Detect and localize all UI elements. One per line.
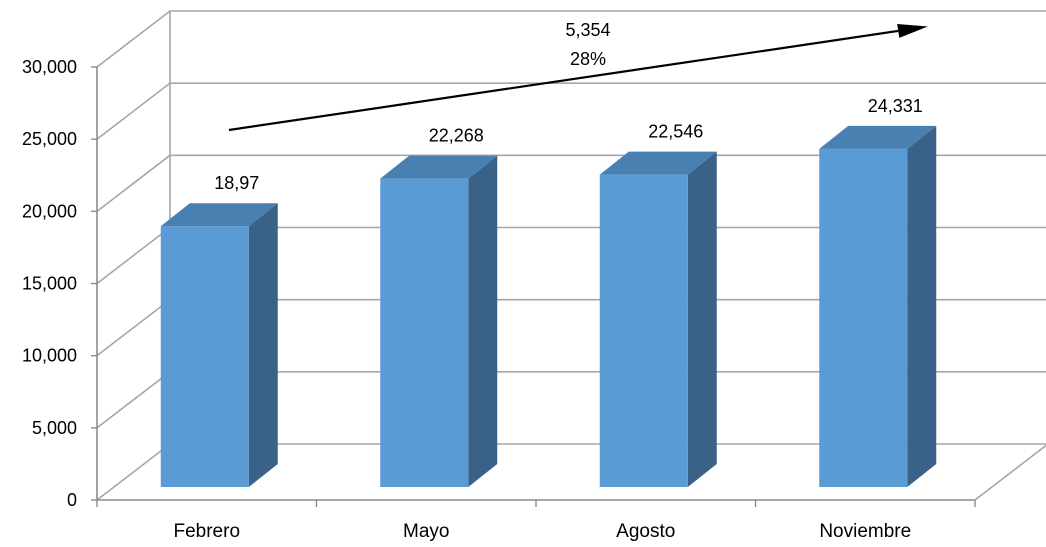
bar xyxy=(599,174,688,487)
trend-arrowhead xyxy=(897,24,928,38)
y-tick-label: 15,000 xyxy=(22,274,77,294)
bar-top xyxy=(599,151,717,175)
y-tick-label: 0 xyxy=(67,490,77,510)
data-label: 22,546 xyxy=(648,122,703,142)
trend-arrow xyxy=(228,29,899,132)
y-tick-label: 10,000 xyxy=(22,346,77,366)
y-axis-tick-labels: 0 5,000 10,000 15,000 20,000 25,000 30,000 xyxy=(22,57,77,510)
x-category-label: Agosto xyxy=(616,521,675,542)
x-category-label: Febrero xyxy=(173,521,240,542)
floor-edge xyxy=(974,444,1046,501)
bars xyxy=(160,125,937,488)
bar-top xyxy=(160,203,278,227)
axes xyxy=(91,66,976,507)
x-category-label: Mayo xyxy=(403,521,449,542)
x-axis-category-labels: Febrero Mayo Agosto Noviembre xyxy=(173,521,911,542)
bar-side xyxy=(907,125,937,487)
data-labels: 18,97 22,268 22,546 24,331 xyxy=(214,96,923,193)
x-category-label: Noviembre xyxy=(819,521,911,542)
bar-top xyxy=(819,125,937,149)
bar-side xyxy=(687,151,717,487)
trend-annotation: 5,354 28% xyxy=(228,20,928,132)
bar-side xyxy=(248,203,278,488)
annotation-difference: 5,354 xyxy=(565,20,610,40)
y-tick-label: 25,000 xyxy=(22,129,77,149)
bar xyxy=(819,148,908,487)
annotation-percent: 28% xyxy=(570,49,606,69)
data-label: 24,331 xyxy=(868,96,923,116)
y-tick-label: 5,000 xyxy=(32,418,77,438)
bar xyxy=(160,226,249,488)
bar-top xyxy=(380,155,498,179)
bar xyxy=(380,178,469,488)
y-tick-label: 30,000 xyxy=(22,57,77,77)
data-label: 18,97 xyxy=(214,173,259,193)
bar-side xyxy=(468,155,498,488)
data-label: 22,268 xyxy=(429,126,484,146)
y-tick-label: 20,000 xyxy=(22,201,77,221)
